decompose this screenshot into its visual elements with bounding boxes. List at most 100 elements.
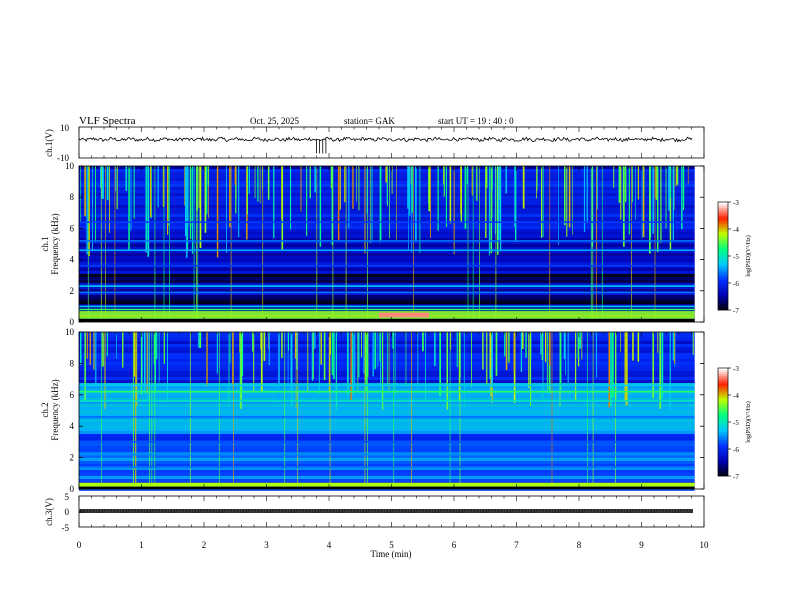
ch3-waveform-texture [108,508,112,514]
colorbar-swatch [718,270,728,273]
ch3-waveform-texture [225,508,229,514]
spectrogram-sferic [206,332,208,387]
spectrogram-sferic [257,166,259,202]
ch2-spectrogram-image [79,332,695,491]
spectrogram-band [79,249,695,251]
colorbar-swatch [718,206,728,209]
ch3-waveform-texture [618,508,622,514]
colorbar-tick-label: -4 [733,392,739,400]
ch3-waveform-texture [636,508,640,514]
spectrogram-row [79,256,695,259]
ch3-waveform-texture [99,508,103,514]
spectrogram-sferic [185,166,188,258]
colorbar-swatch [718,294,728,297]
colorbar-swatch [718,254,728,257]
spectrogram-row [79,434,695,437]
spectrogram-sferic [513,332,516,372]
spectrogram-sferic [296,332,298,370]
colorbar-swatch [718,226,728,229]
ch3-waveform-texture [519,508,523,514]
ch3-waveform-texture [333,508,337,514]
ch3-waveform-texture [312,508,316,514]
ch3-waveform-texture [687,508,691,514]
spectrogram-sferic [498,166,500,241]
spectrogram-sferic [330,166,332,189]
spectrogram-row [79,217,695,220]
spectrogram-sferic [536,166,537,199]
spectrogram-sferic [464,166,467,229]
spectrogram-sferic [388,332,390,390]
spectrogram-row [79,422,695,425]
spectrogram-sferic [84,166,86,217]
colorbar-swatch [718,394,728,397]
spectrogram-sferic [125,166,128,191]
ch3-waveform-texture [462,508,466,514]
spectrogram-sferic [287,332,289,351]
spectrogram-sferic [491,332,493,388]
spectrogram-sferic [445,166,447,227]
spectrogram-band [79,400,695,402]
spectrogram-sferic [612,332,614,398]
ch3-waveform-texture [201,508,205,514]
spectrogram-sferic [409,166,411,216]
ch3-waveform-texture [282,508,286,514]
spectrogram-sferic [528,332,530,388]
spectrogram-sferic [674,332,676,364]
spectrogram-sferic [389,166,390,239]
spectrogram-band [79,221,695,223]
spectrogram-sferic [567,332,569,384]
spectrogram-sferic [642,166,645,238]
spectrogram-impulse [467,166,469,322]
spectrogram-sferic [199,166,202,249]
spectrogram-sferic [466,166,468,184]
spectrogram-sferic [130,166,132,231]
spectrogram-sferic [456,332,458,367]
spectrogram-sferic [290,166,292,230]
ch3-waveform-texture [102,508,106,514]
colorbar-swatch [718,276,728,279]
figure-title: VLF Spectra [79,115,136,127]
spectrogram-row [79,410,695,413]
spectrogram-sferic [392,332,394,349]
ch3-waveform-texture [690,508,694,514]
colorbar-swatch [718,218,728,221]
ch3-waveform-texture [234,508,238,514]
spectrogram-sferic [136,332,138,406]
ch3-waveform-texture [336,508,340,514]
spectrogram-sferic [541,166,543,238]
spectrogram-impulse [345,166,347,322]
spectrogram-row [79,244,695,247]
spectrogram-band [79,453,695,456]
ch3-waveform-texture [459,508,463,514]
colorbar-swatch [718,376,728,379]
colorbar-swatch [718,430,728,433]
ch3-waveform-texture [684,508,688,514]
spectrogram-sferic [102,332,104,367]
ch3-waveform-texture [231,508,235,514]
ch3-waveform-texture [420,508,424,514]
spectrogram-sferic [344,166,346,203]
spectrogram-sferic [147,166,150,257]
spectrogram-impulse [590,166,592,322]
colorbar-swatch [718,444,728,447]
ch3-waveform-texture [81,508,85,514]
ch3-waveform-texture [456,508,460,514]
colorbar-swatch [718,372,728,375]
ch3-waveform-texture [345,508,349,514]
spectrogram-sferic [351,332,354,394]
spectrogram-sferic [356,166,357,202]
ch3-waveform-texture [93,508,97,514]
colorbar-swatch [718,208,728,211]
spectrogram-sferic [122,332,124,368]
ch3-waveform-texture [318,508,322,514]
ch3-waveform-texture [138,508,142,514]
colorbar-swatch [718,240,728,243]
colorbar-swatch [718,446,728,449]
colorbar-swatch [718,220,728,223]
spectrogram-row [79,214,695,217]
spectrogram-sferic [167,332,168,403]
colorbar-swatch [718,400,728,403]
spectrogram-row [79,280,695,283]
spectrogram-row [79,431,695,434]
spectrogram-sferic [652,332,654,399]
